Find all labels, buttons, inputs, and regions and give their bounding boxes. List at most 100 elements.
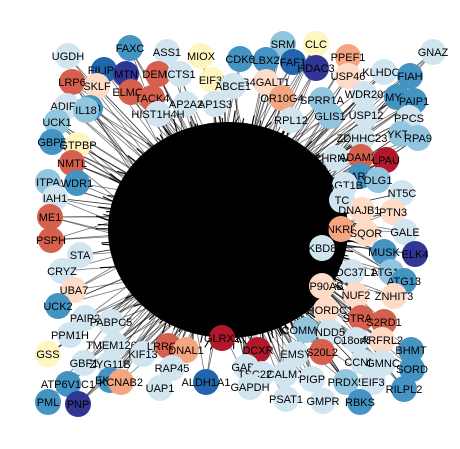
core-edge	[192, 197, 195, 340]
core-edge	[128, 210, 226, 231]
node-label: ZDHHC23	[337, 133, 388, 145]
node-circle	[347, 389, 373, 415]
node: UGDH	[52, 43, 84, 69]
node-label: ICTS1	[164, 69, 195, 81]
node: OR10G4	[260, 85, 304, 111]
node-label: GMPR	[307, 396, 340, 408]
node-label: SQOR	[350, 228, 382, 240]
node-circle	[39, 129, 65, 155]
node: AP2A2	[169, 91, 203, 117]
node: SORD	[396, 356, 428, 382]
node: MIOX	[187, 43, 216, 69]
node: UCK1	[42, 109, 72, 135]
node-circle	[37, 204, 63, 230]
node-circle	[283, 341, 309, 367]
node-label: STRAP	[343, 313, 380, 325]
node: CHORDC1	[299, 297, 353, 323]
node: LRP6	[58, 69, 86, 95]
node-circle	[280, 49, 306, 75]
node: UAP1	[146, 375, 174, 401]
node-label: GLIS1	[314, 111, 345, 123]
node-circle	[67, 242, 93, 268]
node: CDK6	[225, 46, 255, 72]
node-circle	[59, 69, 85, 95]
node-label: PAIP1	[399, 96, 429, 108]
node: GMPR	[307, 388, 340, 414]
core-edge	[95, 227, 226, 230]
core-edge	[159, 134, 209, 226]
core-edge	[260, 241, 286, 312]
core-edge	[237, 195, 323, 237]
node: WDR20	[345, 81, 383, 107]
node-label: GNAZ	[418, 47, 449, 59]
node-circle	[193, 369, 219, 395]
core-edge	[222, 127, 240, 230]
node: ATP6V1C1	[41, 371, 95, 397]
node-circle	[73, 97, 99, 123]
node: GBP5	[37, 129, 67, 155]
node-circle	[360, 369, 386, 395]
node-label: USP46	[331, 71, 366, 83]
node-label: ALDH1A1	[182, 377, 231, 389]
node-label: PRDX5	[328, 377, 365, 389]
node-label: GTPBP	[59, 140, 96, 152]
node-circle	[35, 341, 61, 367]
node: CLC	[303, 31, 329, 57]
node: EIF3	[360, 369, 386, 395]
core-edge	[237, 148, 265, 272]
node-label: NDD5	[315, 327, 345, 339]
node-label: TMEM126A	[86, 340, 145, 352]
core-edge	[196, 270, 243, 344]
node-circle	[84, 73, 110, 99]
node-label: ZNHIT3	[375, 291, 414, 303]
core-edge	[133, 239, 235, 257]
node-circle	[145, 101, 171, 127]
node: ZNHIT3	[375, 283, 414, 309]
core-edge	[218, 262, 342, 271]
core-edge	[125, 225, 277, 300]
node-label: CHORDC1	[299, 305, 353, 317]
node: RAP45	[155, 355, 189, 381]
node-label: RPA9	[404, 133, 432, 145]
node: CDC37L1	[328, 259, 376, 285]
node: ZDHHC23	[337, 125, 388, 151]
node: PAIP2	[70, 305, 100, 331]
core-edge	[234, 155, 286, 251]
node: GLRX2	[204, 325, 240, 351]
node-label: LBX2	[253, 55, 280, 67]
node-label: DEMT	[142, 69, 173, 81]
node: PTN3	[379, 199, 407, 225]
node: FAF1	[280, 49, 306, 75]
node-circle	[309, 273, 335, 299]
node: ABCE1	[215, 73, 251, 99]
core-edge	[197, 131, 286, 233]
core-edge	[130, 167, 234, 251]
node: RBKS	[345, 389, 375, 415]
node-label: MTN	[114, 69, 138, 81]
node: GAPDH	[230, 374, 270, 400]
node: HSP90AB1	[294, 273, 350, 299]
node-circle	[399, 356, 425, 382]
core-edge	[261, 146, 288, 238]
core-edge	[136, 148, 229, 231]
node-circle	[353, 220, 379, 246]
node-circle	[373, 147, 399, 173]
node: LBX2	[253, 47, 280, 73]
node-label: FIAH	[397, 71, 422, 83]
node: ADAM28	[339, 144, 383, 170]
node-label: EIF3I	[199, 75, 225, 87]
node-circle	[397, 63, 423, 89]
node-circle	[147, 375, 173, 401]
node-label: STA	[70, 250, 91, 262]
node: GSS	[35, 341, 61, 367]
core-edge	[234, 128, 287, 190]
core-edge	[226, 248, 304, 304]
node-label: DNAL1	[168, 345, 203, 357]
node-circle	[353, 102, 379, 128]
core-edge	[190, 268, 233, 330]
core-edge	[230, 243, 272, 327]
core-edge	[232, 247, 247, 318]
node: KLHDC3	[362, 59, 406, 85]
core-edge	[241, 160, 315, 255]
